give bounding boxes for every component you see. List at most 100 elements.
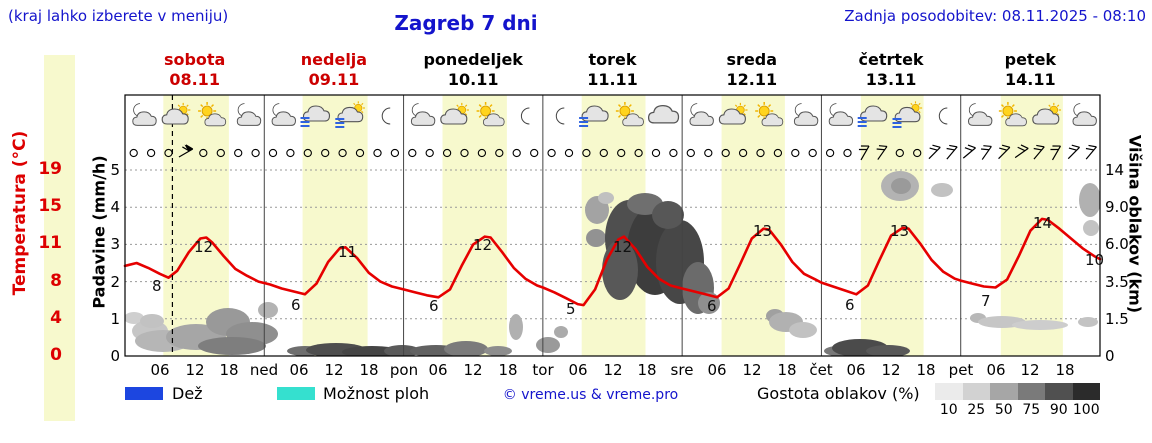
day-header-name: sobota	[163, 50, 226, 69]
weather-icon-moon	[938, 107, 948, 125]
page-title: Zagreb 7 dni	[394, 11, 538, 35]
weather-icon-rainsun	[892, 101, 923, 128]
temperature-value-label: 6	[707, 297, 717, 315]
wind-calm-icon	[129, 148, 138, 158]
x-axis-tick-label: 18	[916, 361, 936, 379]
daylight-band	[860, 95, 924, 356]
wind-calm-icon	[791, 148, 800, 158]
cloud-density-legend-label: Gostota oblakov (%)	[757, 384, 920, 403]
day-header-name: četrtek	[858, 50, 924, 69]
showers-swatch	[277, 387, 315, 400]
x-axis-tick-label: tor	[532, 361, 554, 379]
temperature-value-label: 8	[152, 277, 162, 295]
wind-calm-icon	[843, 148, 852, 158]
weather-icon-moon	[381, 107, 391, 125]
wind-barb-icon	[928, 144, 941, 160]
wind-calm-icon	[425, 148, 434, 158]
wind-calm-icon	[355, 148, 365, 158]
wind-calm-icon	[251, 148, 260, 158]
temperature-tick-label: 11	[38, 233, 62, 253]
weather-icon-suncloud	[198, 101, 227, 127]
temperature-value-label: 13	[753, 222, 772, 240]
wind-calm-icon	[477, 148, 487, 158]
wind-barb-icon	[946, 144, 958, 160]
precip-tick-label: 2	[110, 273, 120, 291]
cloud-height-tick-label: 6.0	[1105, 235, 1129, 253]
wind-calm-icon	[199, 148, 208, 158]
wind-calm-icon	[721, 148, 730, 158]
menu-hint: (kraj lahko izberete v meniju)	[8, 7, 229, 25]
x-axis-tick-label: 12	[185, 361, 205, 379]
temperature-curve	[123, 217, 1102, 307]
wind-barb-icon	[1050, 145, 1062, 161]
daylight-band	[302, 95, 368, 356]
temperature-value-label: 12	[194, 238, 213, 256]
last-update: Zadnja posodobitev: 08.11.2025 - 08:10	[844, 7, 1146, 25]
x-axis-tick-label: 06	[289, 361, 309, 379]
x-axis-tick-label: 06	[846, 361, 866, 379]
weather-icon-suncloud	[476, 101, 505, 127]
wind-barb-icon	[1067, 144, 1080, 160]
x-axis-tick-label: 12	[1020, 361, 1040, 379]
wind-calm-icon	[303, 148, 312, 158]
weather-icon-suncloud	[755, 101, 784, 127]
temperature-value-label: 12	[473, 236, 492, 254]
wind-barb-icon	[876, 145, 888, 160]
cloud-density-scale-label: 50	[994, 402, 1013, 418]
x-axis-tick-label: 06	[428, 361, 448, 379]
wind-calm-icon	[216, 148, 225, 158]
wind-calm-icon	[460, 148, 469, 158]
daylight-band	[1000, 95, 1063, 356]
weather-icon-moon	[555, 107, 565, 125]
weather-icon-cloud	[647, 105, 680, 124]
weather-icon-mooncloud	[968, 103, 993, 126]
cloud-density-scale-box	[935, 383, 963, 400]
copyright-link[interactable]: © vreme.us & vreme.pro	[502, 387, 679, 403]
day-header-date: 11.11	[587, 70, 638, 89]
weather-icon-mooncloud	[793, 103, 819, 126]
temperature-value-label: 13	[890, 222, 909, 240]
temperature-value-label: 7	[981, 292, 991, 310]
temperature-tick-label: 15	[38, 196, 62, 216]
wind-barb-icon	[998, 144, 1011, 160]
cloud-density-scale-box	[962, 383, 990, 400]
cloud-height-tick-label: 9.0	[1105, 198, 1129, 216]
cloud-density-scale-box	[1045, 383, 1073, 400]
cloud-density-layer	[125, 171, 1100, 356]
temperature-tick-label: 4	[50, 308, 62, 328]
wind-calm-icon	[234, 148, 243, 158]
x-axis-tick-label: 18	[777, 361, 797, 379]
day-header-date: 08.11	[169, 70, 220, 89]
cloud-height-tick-label: 0	[1105, 347, 1115, 365]
temperature-value-label: 5	[566, 300, 576, 318]
rain-swatch	[125, 387, 163, 400]
temperature-value-label: 6	[845, 296, 855, 314]
wind-calm-icon	[146, 148, 156, 158]
x-axis-tick-label: 12	[324, 361, 344, 379]
wind-calm-icon	[704, 148, 713, 158]
weather-icon-moon	[520, 107, 530, 125]
wind-calm-icon	[773, 148, 783, 158]
wind-calm-icon	[756, 148, 765, 158]
day-header-date: 13.11	[865, 70, 917, 89]
wind-calm-icon	[599, 148, 608, 158]
cloud-density-scale-label: 10	[939, 402, 958, 418]
day-header-name: torek	[588, 50, 637, 69]
wind-calm-icon	[373, 148, 382, 158]
x-axis-tick-label: 06	[707, 361, 727, 379]
x-axis-tick-label: sre	[670, 361, 694, 379]
day-header-name: nedelja	[300, 50, 368, 69]
x-axis-tick-label: 18	[637, 361, 657, 379]
wind-calm-icon	[390, 148, 400, 158]
weather-icon-raincloud	[857, 105, 888, 127]
wind-calm-icon	[686, 148, 695, 158]
wind-calm-icon	[617, 148, 626, 158]
wind-calm-icon	[321, 148, 330, 158]
wind-barb-icon	[858, 145, 870, 161]
precip-tick-label: 0	[110, 347, 120, 365]
temperature-value-label: 12	[613, 238, 632, 256]
day-header-date: 09.11	[308, 70, 360, 89]
weather-icon-cloudsun	[161, 102, 191, 125]
